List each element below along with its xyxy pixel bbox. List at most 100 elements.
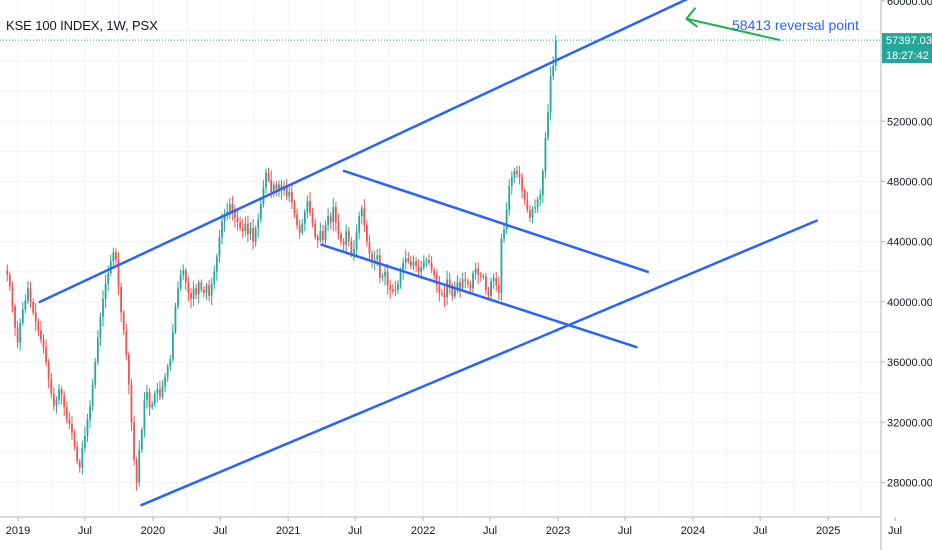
candle-body[interactable] — [164, 377, 167, 387]
candle-body[interactable] — [239, 222, 242, 229]
candle-body[interactable] — [83, 435, 86, 448]
candle-body[interactable] — [177, 288, 179, 307]
candle-body[interactable] — [161, 386, 164, 397]
trend-line-2[interactable] — [140, 219, 818, 507]
candle-body[interactable] — [213, 271, 216, 284]
candle-body[interactable] — [197, 282, 200, 295]
candle-body[interactable] — [417, 265, 420, 272]
candle-body[interactable] — [63, 395, 66, 408]
candle-body[interactable] — [314, 223, 317, 238]
candle-body[interactable] — [461, 279, 464, 289]
candle-body[interactable] — [549, 76, 552, 113]
candle-body[interactable] — [404, 258, 407, 263]
candle-body[interactable] — [143, 399, 146, 430]
candle-body[interactable] — [505, 210, 508, 230]
candle-body[interactable] — [200, 282, 203, 290]
candle-body[interactable] — [536, 199, 539, 208]
candle-body[interactable] — [456, 282, 459, 289]
candle-body[interactable] — [347, 231, 350, 242]
candle-body[interactable] — [270, 179, 273, 193]
candle-body[interactable] — [275, 184, 278, 190]
candle-body[interactable] — [47, 362, 50, 379]
annotation-arrow[interactable] — [686, 17, 781, 42]
annotation-text[interactable]: 58413 reversal point — [732, 17, 859, 33]
candle-body[interactable] — [293, 202, 296, 215]
candle-body[interactable] — [340, 234, 342, 242]
candle-body[interactable] — [407, 258, 410, 262]
candle-body[interactable] — [208, 285, 210, 296]
candle-body[interactable] — [490, 280, 493, 296]
candle-body[interactable] — [14, 306, 16, 328]
trend-line-1[interactable] — [38, 0, 693, 304]
candle-body[interactable] — [485, 276, 487, 290]
candle-body[interactable] — [65, 407, 68, 420]
candle-body[interactable] — [384, 271, 386, 277]
candle-body[interactable] — [544, 137, 547, 171]
candle-body[interactable] — [171, 332, 174, 360]
candle-body[interactable] — [296, 214, 298, 226]
candle-body[interactable] — [363, 208, 366, 226]
candle-body[interactable] — [322, 231, 324, 241]
candle-body[interactable] — [221, 222, 223, 238]
candle-body[interactable] — [324, 225, 327, 241]
candle-body[interactable] — [422, 261, 425, 268]
candle-body[interactable] — [223, 214, 226, 223]
candle-body[interactable] — [368, 241, 371, 254]
candle-body[interactable] — [487, 289, 490, 296]
candle-body[interactable] — [156, 389, 159, 394]
candle-body[interactable] — [309, 201, 311, 214]
candle-body[interactable] — [399, 270, 402, 284]
candle-body[interactable] — [130, 384, 133, 423]
candle-body[interactable] — [252, 228, 254, 242]
candle-body[interactable] — [120, 286, 123, 313]
candle-body[interactable] — [249, 228, 252, 235]
candle-body[interactable] — [241, 228, 244, 232]
candle-body[interactable] — [371, 253, 373, 263]
candle-body[interactable] — [345, 231, 348, 245]
candle-body[interactable] — [182, 270, 185, 275]
candle-body[interactable] — [78, 461, 81, 468]
candle-body[interactable] — [112, 252, 115, 262]
candle-body[interactable] — [125, 330, 128, 355]
candle-body[interactable] — [265, 172, 267, 188]
candle-body[interactable] — [500, 238, 503, 293]
candle-body[interactable] — [184, 270, 187, 283]
candle-body[interactable] — [205, 285, 208, 293]
candle-body[interactable] — [8, 274, 11, 287]
trend-line-3[interactable] — [342, 169, 650, 274]
candle-body[interactable] — [45, 347, 47, 363]
candle-body[interactable] — [117, 259, 120, 287]
candle-body[interactable] — [16, 327, 19, 343]
candle-body[interactable] — [96, 338, 99, 363]
candle-body[interactable] — [244, 223, 247, 232]
candle-body[interactable] — [115, 252, 117, 260]
candle-body[interactable] — [492, 277, 495, 281]
candle-body[interactable] — [135, 459, 138, 483]
candle-body[interactable] — [148, 392, 151, 408]
candle-body[interactable] — [50, 378, 53, 394]
candle-body[interactable] — [415, 261, 417, 266]
candle-body[interactable] — [76, 446, 79, 462]
candle-body[interactable] — [459, 282, 461, 289]
candle-body[interactable] — [138, 449, 141, 483]
candle-body[interactable] — [353, 249, 355, 254]
candle-body[interactable] — [234, 211, 236, 218]
candle-body[interactable] — [215, 256, 218, 272]
candle-body[interactable] — [316, 237, 319, 241]
candle-body[interactable] — [246, 223, 249, 235]
candle-body[interactable] — [477, 268, 480, 275]
candle-body[interactable] — [389, 285, 392, 290]
candle-body[interactable] — [127, 354, 130, 385]
candle-body[interactable] — [523, 190, 526, 200]
candle-body[interactable] — [552, 65, 555, 77]
candle-body[interactable] — [71, 423, 73, 433]
candle-body[interactable] — [355, 232, 358, 250]
candle-body[interactable] — [58, 389, 60, 400]
candle-body[interactable] — [516, 170, 518, 174]
candle-body[interactable] — [254, 228, 257, 242]
candle-body[interactable] — [453, 288, 456, 296]
candle-body[interactable] — [466, 280, 469, 284]
candle-body[interactable] — [381, 276, 384, 278]
candle-body[interactable] — [231, 204, 234, 212]
